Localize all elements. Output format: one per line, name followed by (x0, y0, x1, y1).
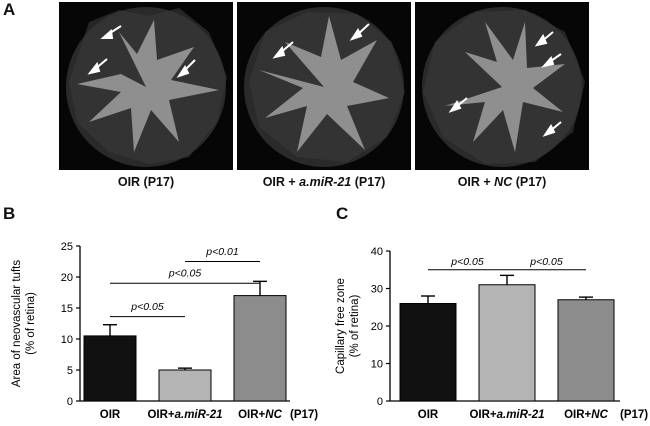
retina-image-oir-amir21 (237, 2, 411, 170)
image-caption-oir: OIR (P17) (59, 175, 233, 189)
caption-text: OIR + (457, 175, 495, 189)
b-bar-2 (233, 295, 287, 402)
c-y-label: Capillary free zone (% of retina) (335, 278, 361, 374)
b-bar-1 (158, 369, 212, 402)
c-y-tick-label: 30 (371, 284, 383, 296)
b-bar-0 (83, 335, 137, 402)
image-caption-oir-amir21: OIR + a.miR-21 (P17) (237, 175, 411, 189)
caption-suffix: (P17) (512, 175, 547, 189)
b-category-label-2: OIR+NC (238, 409, 282, 421)
c-significance-label-1: p<0.05 (529, 256, 563, 268)
c-y-tick-label: 40 (371, 246, 383, 258)
c-category-label-2: OIR+NC (564, 409, 608, 421)
c-bar-1 (478, 284, 536, 402)
caption-text: OIR + (262, 175, 300, 189)
c-y-tick-label: 10 (371, 359, 383, 371)
c-category-label-1: OIR+a.miR-21 (469, 409, 544, 421)
b-significance-label-0: p<0.05 (130, 301, 164, 313)
caption-text: OIR (P17) (117, 175, 175, 189)
caption-suffix: (P17) (351, 175, 386, 189)
chart-neovascular-tufts: 0 5 10 15 20 25 Area of neovascular tufts (% of… (11, 241, 318, 421)
image-caption-oir-nc: OIR + NC (P17) (415, 175, 589, 189)
b-category-label-0: OIR (100, 409, 121, 421)
b-y-tick-label: 25 (61, 241, 73, 253)
panel-label-c: C (336, 204, 349, 223)
c-bar-2 (557, 299, 615, 402)
b-y-tick-label: 10 (61, 334, 73, 346)
c-y-tick-label: 20 (371, 321, 383, 333)
panel-label-a: A (3, 0, 16, 19)
b-y-tick-label: 15 (61, 303, 73, 315)
retina-image-oir (59, 2, 233, 170)
c-period-label: (P17) (620, 409, 648, 421)
b-y-tick-label: 20 (61, 272, 73, 284)
c-category-label-0: OIR (418, 409, 439, 421)
b-significance-label-2: p<0.01 (205, 246, 238, 258)
c-bar-0 (399, 303, 457, 402)
b-y-tick-label: 0 (67, 396, 73, 408)
c-y-tick-label: 0 (377, 396, 383, 408)
retina-image-oir-nc (415, 2, 589, 170)
caption-italic: a.miR-21 (299, 175, 352, 189)
caption-italic: NC (494, 175, 513, 189)
chart-capillary-free-zone: 0 10 20 30 40 Capillary free zone (% of retina… (335, 246, 648, 421)
c-significance-label-0: p<0.05 (450, 256, 484, 268)
b-y-tick-label: 5 (67, 365, 73, 377)
b-period-label: (P17) (290, 409, 318, 421)
b-y-label: Area of neovascular tufts (% of retina) (11, 260, 37, 387)
panel-label-b: B (3, 204, 16, 223)
b-category-label-1: OIR+a.miR-21 (147, 409, 222, 421)
b-significance-label-1: p<0.05 (168, 268, 202, 280)
